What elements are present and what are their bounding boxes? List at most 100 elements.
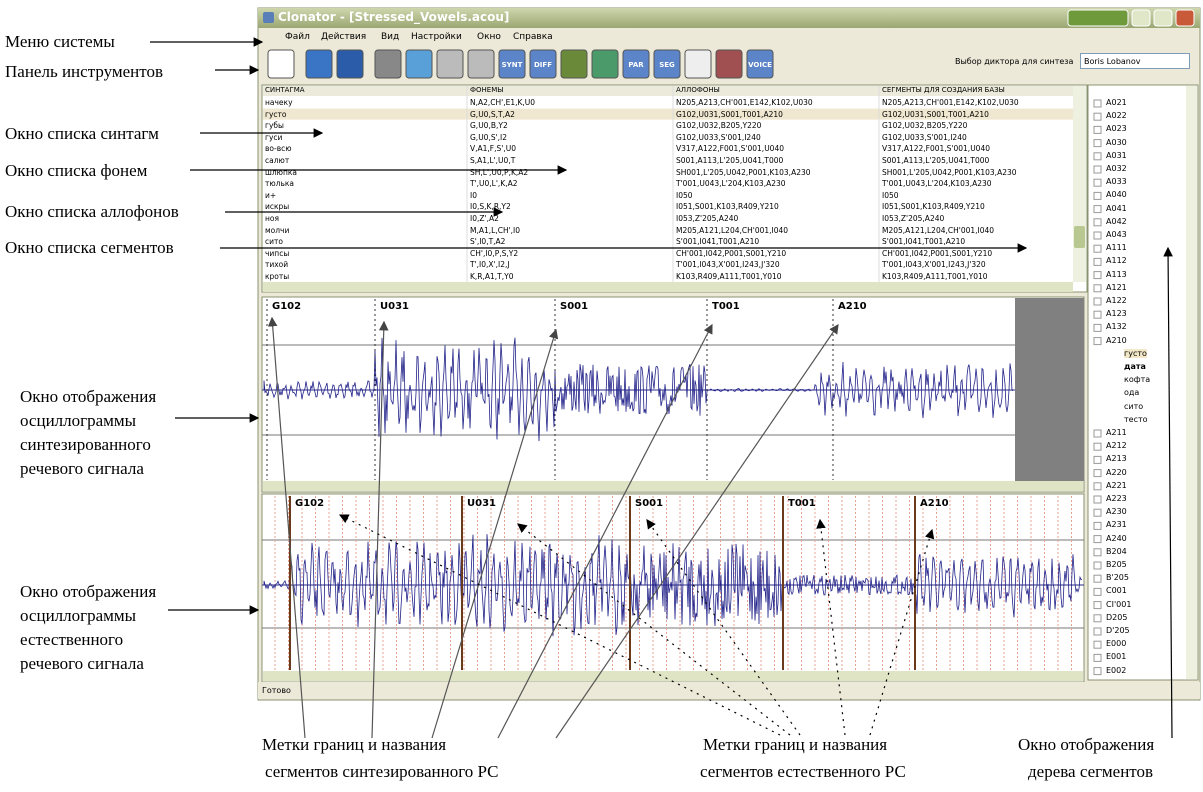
annotation: Окно списка фонем [5,159,147,183]
tree-node[interactable]: E002 [1106,666,1126,675]
tree-node[interactable]: E000 [1106,639,1126,648]
tree-node[interactable]: A223 [1106,494,1127,503]
tree-node[interactable]: A123 [1106,309,1127,318]
tree-node[interactable]: A231 [1106,520,1127,529]
table-cell[interactable]: гуси [265,133,282,142]
tree-node[interactable]: B205 [1106,560,1127,569]
annotation: осциллограммы [20,604,136,628]
table-cell[interactable]: во-всю [265,144,292,153]
menu-item[interactable]: Настройки [411,32,462,42]
menu-item[interactable]: Окно [477,32,501,42]
tree-node[interactable]: B'205 [1106,573,1129,582]
tree-node[interactable]: A213 [1106,454,1127,463]
menu-item[interactable]: Файл [285,32,310,42]
title-button[interactable] [1154,10,1172,26]
title-button[interactable] [1068,10,1128,26]
tree-node[interactable]: A111 [1106,243,1127,252]
table-cell[interactable]: и+ [265,191,276,200]
table-cell[interactable]: густо [265,110,286,119]
toolbar-button[interactable] [337,50,363,78]
tree-node[interactable]: A230 [1106,507,1127,516]
tree-node[interactable]: A240 [1106,534,1127,543]
tree-node[interactable]: D'205 [1106,626,1130,635]
table-cell: S',I0,T,A2 [470,237,505,246]
expand-box [1094,153,1101,160]
tree-node[interactable]: A122 [1106,296,1127,305]
tree-node[interactable]: A211 [1106,428,1127,437]
toolbar-button[interactable] [406,50,432,78]
tree-leaf[interactable]: кофта [1124,375,1150,384]
tree-node[interactable]: A033 [1106,177,1127,186]
annotation: синтезированного [20,433,151,457]
tree-node[interactable]: A021 [1106,98,1127,107]
toolbar-button[interactable] [437,50,463,78]
tree-node[interactable]: A043 [1106,230,1127,239]
tree-node[interactable]: A113 [1106,270,1127,279]
toolbar-button[interactable] [268,50,294,78]
annotation: Окно списка синтагм [5,122,159,146]
tree-node[interactable]: A220 [1106,468,1127,477]
tree-node[interactable]: D205 [1106,613,1127,622]
table-cell[interactable]: тюлька [265,179,294,188]
tree-node[interactable]: E001 [1106,652,1126,661]
tree-scrollbar [1186,86,1197,679]
toolbar-button[interactable] [592,50,618,78]
tree-node[interactable]: C001 [1106,586,1127,595]
toolbar-button[interactable] [306,50,332,78]
toolbar-button-label: SEG [659,61,675,69]
tree-node[interactable]: A221 [1106,481,1127,490]
annotation: осциллограммы [20,409,136,433]
toolbar-button[interactable] [468,50,494,78]
table-cell: N205,A213,CH'001,E142,K102,U030 [676,98,813,107]
tree-node[interactable]: A040 [1106,190,1127,199]
tree-node[interactable]: A023 [1106,124,1127,133]
table-cell[interactable]: ноя [265,214,279,223]
tree-node[interactable]: A031 [1106,151,1127,160]
expand-box [1094,100,1101,107]
table-cell: V317,A122,F001,S'001,U040 [882,144,990,153]
table-cell[interactable]: сито [265,237,283,246]
tree-node[interactable]: B204 [1106,547,1127,556]
annotation: дерева сегментов [1028,760,1153,784]
toolbar-button[interactable] [716,50,742,78]
tree-node[interactable]: A112 [1106,256,1127,265]
toolbar-button[interactable] [685,50,711,78]
toolbar-button[interactable] [561,50,587,78]
tree-node[interactable]: CI'001 [1106,600,1131,609]
tree-node[interactable]: A042 [1106,217,1127,226]
tree-leaf[interactable]: густо [1124,349,1147,358]
menu-item[interactable]: Справка [513,32,553,42]
tree-leaf[interactable]: дата [1124,362,1146,371]
tree-node[interactable]: A121 [1106,283,1127,292]
title-button[interactable] [1132,10,1150,26]
table-cell[interactable]: салют [265,156,289,165]
segment-label: S001 [560,301,588,312]
table-cell[interactable]: искры [265,202,289,211]
table-cell[interactable]: тихой [265,260,288,269]
tree-leaf[interactable]: тесто [1124,415,1148,424]
tree-leaf[interactable]: сито [1124,402,1143,411]
menu-item[interactable]: Вид [381,32,399,42]
table-cell[interactable]: чипсы [265,249,289,258]
speaker-select[interactable]: Boris Lobanov [1080,53,1190,69]
menu-item[interactable]: Действия [321,32,366,42]
tree-node[interactable]: A041 [1106,204,1127,213]
table-cell[interactable]: кроты [265,272,289,281]
table-cell[interactable]: губы [265,121,284,130]
status-text: Готово [262,686,291,695]
table-cell[interactable]: молчи [265,226,289,235]
table-cell[interactable]: начеку [265,98,293,107]
toolbar-button-label: DIFF [534,61,552,69]
toolbar-button[interactable] [375,50,401,78]
tree-node[interactable]: A030 [1106,138,1127,147]
tree-node[interactable]: A210 [1106,336,1127,345]
title-button[interactable] [1176,10,1194,26]
tree-leaf[interactable]: ода [1124,388,1139,397]
tree-node[interactable]: A212 [1106,441,1127,450]
tree-node[interactable]: A032 [1106,164,1127,173]
tree-node[interactable]: A022 [1106,111,1127,120]
v-thumb[interactable] [1074,226,1085,248]
table-cell[interactable]: шлюпка [265,168,297,177]
tree-node[interactable]: A132 [1106,322,1127,331]
expand-box [1094,298,1101,305]
